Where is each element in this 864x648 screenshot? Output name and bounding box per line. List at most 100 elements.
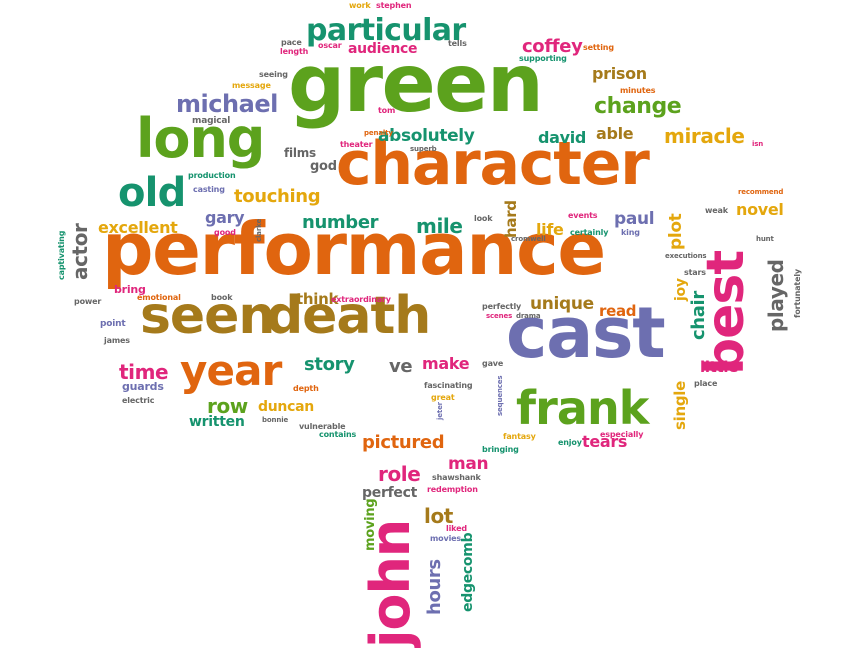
- word-superb: superb: [410, 145, 437, 153]
- word-bringing: bringing: [482, 445, 519, 454]
- word-seen: seen: [140, 286, 275, 346]
- word-read: read: [599, 302, 637, 320]
- word-seeing: seeing: [259, 70, 288, 79]
- word-gary: gary: [205, 208, 245, 227]
- word-weak: weak: [705, 206, 728, 215]
- word-paul: paul: [614, 209, 655, 229]
- word-time: time: [119, 360, 169, 384]
- word-god: god: [310, 159, 337, 174]
- word-mile: mile: [416, 214, 463, 238]
- word-contains: contains: [319, 430, 357, 439]
- word-length: length: [280, 47, 309, 56]
- word-supporting: supporting: [519, 54, 567, 63]
- word-lot: lot: [424, 504, 453, 528]
- word-bonnie: bonnie: [262, 416, 289, 424]
- word-great: great: [431, 393, 455, 402]
- word-audience: audience: [348, 41, 418, 57]
- word-executions: executions: [665, 252, 707, 260]
- word-tears: tears: [582, 432, 628, 451]
- word-recommend: recommend: [738, 188, 784, 196]
- word-number: number: [302, 212, 379, 233]
- word-power: power: [74, 297, 102, 306]
- word-ve: ve: [389, 356, 413, 377]
- word-michael: michael: [176, 90, 278, 118]
- word-single: single: [671, 380, 689, 430]
- word-joy: joy: [673, 278, 689, 301]
- word-fantasy: fantasy: [503, 432, 536, 441]
- word-cromwell: cromwell: [511, 235, 546, 243]
- word-oscar: oscar: [318, 41, 342, 50]
- word-absolutely: absolutely: [378, 126, 475, 146]
- word-moving: moving: [363, 498, 378, 551]
- word-book: book: [211, 293, 233, 302]
- word-hard: hard: [502, 200, 520, 238]
- word-depth: depth: [293, 384, 319, 393]
- word-work: work: [349, 1, 371, 10]
- word-performance: performance: [102, 207, 606, 291]
- word-scenes: scenes: [486, 312, 513, 320]
- word-role: role: [378, 462, 421, 486]
- word-character: character: [336, 129, 650, 199]
- word-penalty: penalty: [364, 129, 393, 137]
- word-certainly: certainly: [570, 228, 609, 237]
- word-fortunately: fortunately: [793, 269, 802, 318]
- word-old: old: [118, 170, 186, 216]
- word-james: james: [104, 336, 130, 345]
- word-clarke: clarke: [255, 218, 263, 242]
- word-plot: plot: [666, 213, 686, 250]
- word-hunt: hunt: [756, 235, 774, 243]
- word-drama: drama: [516, 312, 541, 320]
- word-fascinating: fascinating: [424, 381, 473, 390]
- word-stars: stars: [684, 268, 706, 277]
- word-unique: unique: [530, 294, 594, 314]
- word-pace: pace: [281, 38, 302, 47]
- word-tom: tom: [378, 106, 396, 115]
- word-emotional: emotional: [137, 293, 181, 302]
- word-captivating: captivating: [57, 230, 66, 280]
- word-point: point: [100, 319, 126, 329]
- word-magical: magical: [192, 116, 231, 126]
- word-message: message: [232, 81, 271, 90]
- word-row: row: [207, 394, 248, 418]
- word-guards: guards: [122, 380, 164, 393]
- word-novel: novel: [736, 200, 784, 219]
- word-good: good: [214, 228, 236, 237]
- word-excellent: excellent: [98, 218, 178, 237]
- word-production: production: [188, 171, 236, 180]
- word-duncan: duncan: [258, 399, 314, 415]
- word-long: long: [136, 107, 265, 170]
- word-look: look: [474, 214, 493, 223]
- word-shawshank: shawshank: [432, 473, 481, 482]
- word-movies: movies: [430, 534, 462, 543]
- word-story: story: [304, 354, 355, 375]
- word-touching: touching: [234, 186, 321, 207]
- word-isn: isn: [752, 140, 764, 148]
- word-redemption: redemption: [427, 485, 478, 494]
- word-green: green: [288, 37, 544, 130]
- word-minutes: minutes: [620, 86, 656, 95]
- word-little: little: [700, 358, 739, 376]
- word-extraordinary: extraordinary: [331, 295, 391, 304]
- word-sequences: sequences: [496, 375, 504, 416]
- word-perfectly: perfectly: [482, 302, 522, 311]
- word-events: events: [568, 211, 598, 220]
- word-electric: electric: [122, 396, 155, 405]
- word-change: change: [594, 94, 682, 119]
- word-liked: liked: [446, 524, 467, 533]
- word-stephen: stephen: [376, 1, 412, 10]
- word-bring: bring: [114, 283, 146, 296]
- word-life: life: [536, 220, 564, 239]
- word-year: year: [180, 346, 282, 395]
- word-cast: cast: [506, 292, 666, 374]
- word-pictured: pictured: [362, 432, 445, 453]
- word-vulnerable: vulnerable: [299, 422, 346, 431]
- word-coffey: coffey: [522, 36, 583, 57]
- word-enjoy: enjoy: [558, 438, 582, 447]
- word-actor: actor: [68, 223, 92, 280]
- word-place: place: [694, 379, 718, 388]
- word-played: played: [764, 259, 788, 332]
- word-written: written: [189, 414, 245, 430]
- word-particular: particular: [306, 13, 466, 48]
- word-frank: frank: [516, 381, 649, 435]
